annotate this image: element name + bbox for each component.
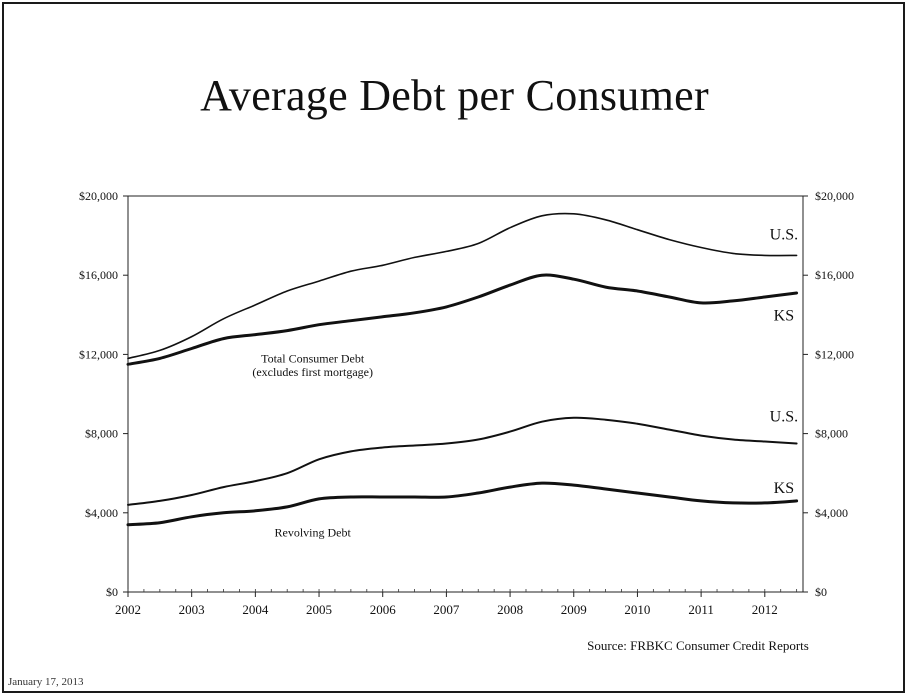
annotation-2: Revolving Debt xyxy=(275,526,352,540)
series-label-0: U.S. xyxy=(770,227,798,244)
y-tick-label-right: $20,000 xyxy=(815,189,854,203)
y-tick-label-right: $4,000 xyxy=(815,506,848,520)
y-tick-label-right: $8,000 xyxy=(815,427,848,441)
x-tick-label: 2004 xyxy=(242,602,269,617)
y-tick-label-left: $16,000 xyxy=(79,268,118,282)
x-tick-label: 2008 xyxy=(497,602,523,617)
annotation-1: (excludes first mortgage) xyxy=(252,365,373,379)
x-tick-label: 2005 xyxy=(306,602,332,617)
x-tick-label: 2007 xyxy=(433,602,460,617)
series-label-3: KS xyxy=(774,480,794,497)
series-line-1 xyxy=(126,273,799,366)
chart-title: Average Debt per Consumer xyxy=(200,71,709,120)
x-tick-label: 2011 xyxy=(688,602,714,617)
y-tick-label-left: $20,000 xyxy=(79,189,118,203)
series-line-0 xyxy=(127,212,798,360)
source-note: Source: FRBKC Consumer Credit Reports xyxy=(587,638,809,653)
x-tick-label: 2012 xyxy=(752,602,778,617)
plot-frame xyxy=(127,195,804,593)
annotation-0: Total Consumer Debt xyxy=(261,351,365,365)
series-line-2 xyxy=(127,416,798,506)
x-tick-label: 2006 xyxy=(370,602,397,617)
series-label-1: KS xyxy=(774,308,794,325)
series-line-3 xyxy=(126,481,799,527)
series-label-2: U.S. xyxy=(770,409,798,426)
y-tick-label-left: $0 xyxy=(106,585,118,599)
y-tick-label-left: $4,000 xyxy=(85,506,118,520)
footer-date: January 17, 2013 xyxy=(8,676,84,688)
y-tick-label-right: $16,000 xyxy=(815,268,854,282)
x-tick-label: 2009 xyxy=(561,602,587,617)
y-tick-label-left: $8,000 xyxy=(85,427,118,441)
x-tick-label: 2002 xyxy=(115,602,141,617)
y-tick-label-right: $0 xyxy=(815,585,827,599)
y-tick-label-left: $12,000 xyxy=(79,347,118,361)
x-tick-label: 2003 xyxy=(179,602,205,617)
y-tick-label-right: $12,000 xyxy=(815,347,854,361)
x-tick-label: 2010 xyxy=(624,602,650,617)
